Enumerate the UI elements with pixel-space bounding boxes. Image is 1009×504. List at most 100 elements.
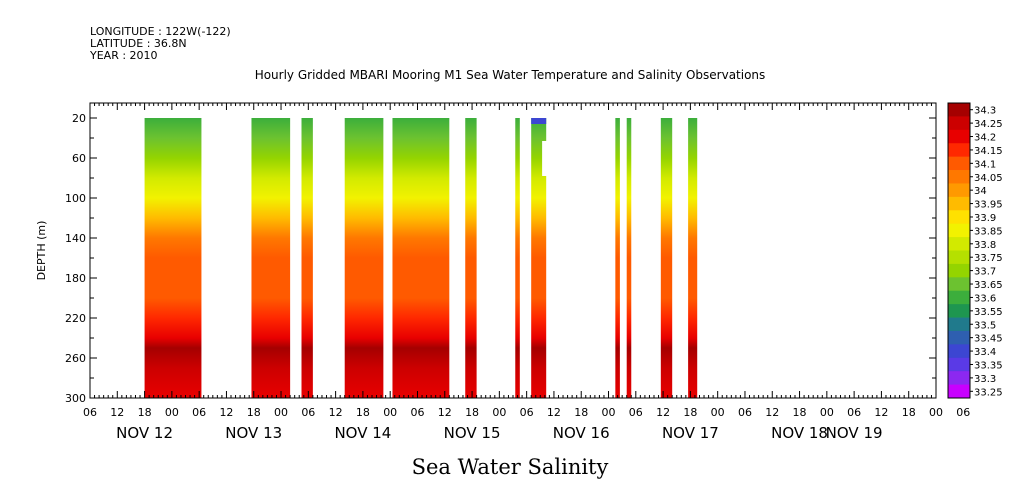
x-tick-label: 00 bbox=[820, 406, 834, 419]
colorbar-swatch bbox=[948, 156, 970, 171]
x-day-label: NOV 19 bbox=[826, 424, 883, 442]
x-tick-label: 18 bbox=[356, 406, 370, 419]
colorbar-swatch bbox=[948, 304, 970, 318]
colorbar-label: 33.8 bbox=[974, 240, 996, 251]
x-tick-label: 12 bbox=[656, 406, 670, 419]
data-segment bbox=[531, 118, 547, 398]
colorbar-swatch bbox=[948, 237, 970, 251]
y-tick-label: 60 bbox=[72, 152, 86, 165]
colorbar-swatch bbox=[948, 344, 970, 359]
year-label: YEAR : 2010 bbox=[90, 49, 158, 62]
colorbar-swatch bbox=[948, 183, 970, 198]
data-segment bbox=[301, 118, 313, 398]
colorbar-swatch bbox=[948, 317, 970, 332]
x-tick-label: 12 bbox=[219, 406, 233, 419]
colorbar-swatch bbox=[948, 250, 970, 265]
colorbar-label: 34.15 bbox=[974, 146, 1003, 157]
data-segments-layer bbox=[144, 118, 698, 398]
colorbar-label: 34.3 bbox=[974, 106, 996, 117]
x-tick-label: 18 bbox=[138, 406, 152, 419]
colorbar-label: 34.1 bbox=[974, 159, 996, 170]
x-tick-label: 06 bbox=[956, 406, 970, 419]
colorbar-swatch bbox=[948, 277, 970, 292]
longitude-label: LONGITUDE : 122W(-122) bbox=[90, 25, 231, 38]
colorbar-swatch bbox=[948, 129, 970, 144]
colorbar-label: 34.25 bbox=[974, 119, 1003, 130]
x-tick-label: 06 bbox=[629, 406, 643, 419]
y-tick-label: 20 bbox=[72, 112, 86, 125]
x-tick-label: 12 bbox=[874, 406, 888, 419]
x-tick-label: 00 bbox=[711, 406, 725, 419]
x-tick-label: 06 bbox=[301, 406, 315, 419]
x-tick-label: 12 bbox=[329, 406, 343, 419]
x-axis-title: Sea Water Salinity bbox=[411, 455, 609, 479]
y-axis-ticks: 20 60 100 140 180 220 260 300 bbox=[65, 112, 936, 405]
chart-title: Hourly Gridded MBARI Mooring M1 Sea Wate… bbox=[254, 68, 766, 82]
data-segment bbox=[660, 118, 673, 398]
y-tick-label: 300 bbox=[65, 392, 86, 405]
data-segment-gap bbox=[542, 141, 547, 176]
colorbar-label: 34.05 bbox=[974, 173, 1003, 184]
colorbar-label: 33.85 bbox=[974, 226, 1003, 237]
x-tick-label: 18 bbox=[247, 406, 261, 419]
data-segment bbox=[615, 118, 620, 398]
colorbar-label: 33.3 bbox=[974, 374, 996, 385]
colorbar-label: 33.7 bbox=[974, 267, 996, 278]
x-day-label: NOV 13 bbox=[225, 424, 282, 442]
y-tick-label: 180 bbox=[65, 272, 86, 285]
data-segment bbox=[392, 118, 450, 398]
x-tick-label: 18 bbox=[902, 406, 916, 419]
colorbar-label: 34.2 bbox=[974, 133, 996, 144]
y-axis-title: DEPTH (m) bbox=[35, 221, 48, 281]
y-tick-label: 140 bbox=[65, 232, 86, 245]
colorbar-swatch bbox=[948, 116, 970, 131]
colorbar-swatch bbox=[948, 223, 970, 238]
y-tick-label: 100 bbox=[65, 192, 86, 205]
x-tick-label: 06 bbox=[192, 406, 206, 419]
x-tick-label: 12 bbox=[547, 406, 561, 419]
x-tick-label: 12 bbox=[438, 406, 452, 419]
colorbar-swatch bbox=[948, 330, 970, 345]
x-tick-label: 06 bbox=[847, 406, 861, 419]
x-day-label: NOV 14 bbox=[334, 424, 391, 442]
x-tick-label: 18 bbox=[683, 406, 697, 419]
data-segment bbox=[465, 118, 477, 398]
colorbar-swatch bbox=[948, 371, 970, 385]
colorbar-label: 33.95 bbox=[974, 200, 1003, 211]
x-tick-label: 06 bbox=[738, 406, 752, 419]
x-day-label: NOV 12 bbox=[116, 424, 173, 442]
x-tick-label: 12 bbox=[765, 406, 779, 419]
colorbar-swatch bbox=[948, 263, 970, 278]
plot-frame bbox=[89, 102, 937, 399]
x-day-label: NOV 16 bbox=[553, 424, 610, 442]
colorbar-label: 33.75 bbox=[974, 253, 1003, 264]
colorbar-swatch bbox=[948, 290, 970, 305]
x-axis-ticks: 06 12 18 00 06 12 18 00 06 12 18 00 06 12 18 00 06 12 18 00… bbox=[83, 103, 970, 442]
colorbar-label: 33.35 bbox=[974, 360, 1003, 371]
latitude-label: LATITUDE : 36.8N bbox=[90, 37, 187, 50]
colorbar-label: 33.9 bbox=[974, 213, 996, 224]
x-tick-label: 00 bbox=[492, 406, 506, 419]
data-segment bbox=[626, 118, 632, 398]
colorbar-label: 33.55 bbox=[974, 307, 1003, 318]
colorbar-swatch bbox=[948, 143, 970, 158]
x-day-label: NOV 18 bbox=[771, 424, 828, 442]
data-segment bbox=[251, 118, 291, 398]
x-tick-label: 00 bbox=[602, 406, 616, 419]
colorbar-swatch bbox=[948, 210, 970, 225]
y-tick-label: 260 bbox=[65, 352, 86, 365]
data-segment bbox=[344, 118, 384, 398]
colorbar: 34.3 34.25 34.2 34.15 34.1 34.05 34 33.95 33.9 33… bbox=[947, 102, 1003, 399]
colorbar-frame bbox=[947, 102, 971, 399]
colorbar-swatch bbox=[948, 384, 970, 399]
colorbar-label: 33.4 bbox=[974, 347, 996, 358]
y-tick-label: 220 bbox=[65, 312, 86, 325]
x-tick-label: 00 bbox=[383, 406, 397, 419]
colorbar-label: 33.65 bbox=[974, 280, 1003, 291]
colorbar-swatch bbox=[948, 196, 970, 211]
x-tick-label: 00 bbox=[929, 406, 943, 419]
x-tick-label: 12 bbox=[110, 406, 124, 419]
data-segment bbox=[144, 118, 202, 398]
x-tick-label: 00 bbox=[274, 406, 288, 419]
